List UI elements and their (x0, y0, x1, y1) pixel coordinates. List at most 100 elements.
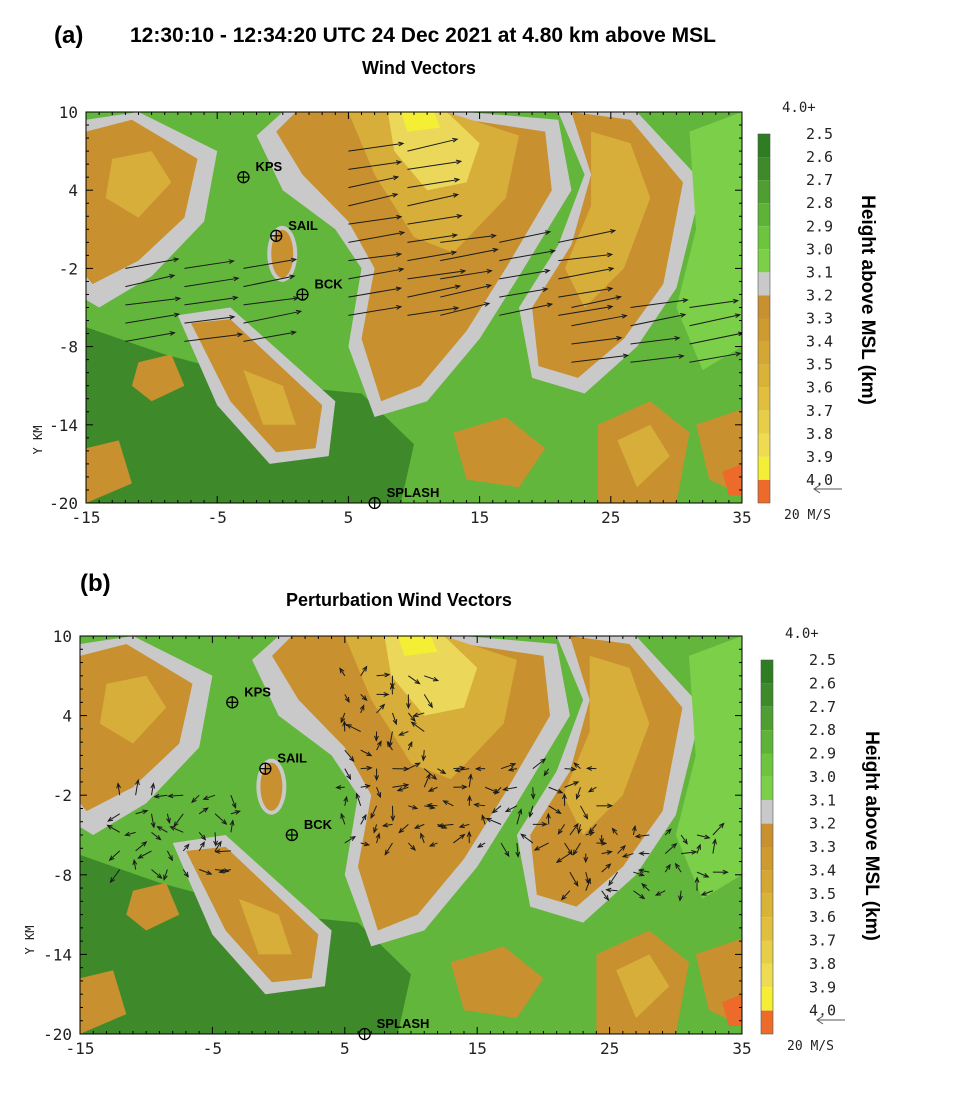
perturbation-vector-head (429, 804, 436, 810)
perturbation-vector (532, 787, 534, 799)
perturbation-vector-head (231, 802, 237, 809)
wind-vector (243, 310, 301, 324)
perturbation-vector (481, 815, 486, 825)
perturbation-vector-head (339, 667, 345, 674)
wind-vector (689, 314, 740, 327)
bump-lower-center (453, 417, 546, 488)
perturbation-vector-head (206, 870, 213, 875)
wind-vector-head (237, 332, 244, 338)
reference-vector-head (813, 484, 821, 494)
colorbar-swatch (758, 433, 770, 457)
y-axis-label: Y KM (31, 426, 45, 455)
wind-vector-head (549, 249, 557, 254)
perturbation-vector (360, 705, 365, 714)
perturbation-vector (429, 842, 438, 847)
perturbation-vector-head (153, 793, 160, 799)
perturbation-vector-head (167, 793, 174, 799)
perturbation-vector-head (572, 849, 578, 856)
x-tick-label: -5 (203, 1039, 222, 1058)
colorbar-swatch (761, 823, 773, 847)
peak-lower-left (243, 370, 296, 425)
panel-a-label: (a) (54, 22, 84, 49)
x-tick-label: -15 (66, 1039, 95, 1058)
wind-vector (558, 287, 613, 298)
perturbation-vector-head (467, 773, 473, 780)
perturbation-vector (455, 768, 470, 772)
panel-b-label: (b) (80, 570, 111, 597)
perturbation-vector-head (386, 740, 392, 748)
perturbation-vector (564, 781, 579, 788)
colorbar-swatch (758, 456, 770, 480)
wind-vector (499, 231, 551, 243)
wind-vector (499, 250, 555, 262)
wind-vector-head (232, 295, 239, 301)
perturbation-vector (712, 839, 716, 854)
colorbar-swatch (758, 479, 770, 503)
perturbation-vector-head (481, 814, 486, 821)
perturbation-vector (376, 787, 381, 798)
wind-vector (499, 269, 550, 280)
perturbation-vector (360, 749, 372, 757)
perturbation-vector (516, 809, 522, 825)
perturbation-vector-head (585, 766, 593, 771)
colorbar-frame (760, 659, 774, 1035)
perturbation-vector-head (168, 855, 173, 862)
colorbar-level-label: 3.1 (806, 263, 833, 281)
perturbation-vector-head (459, 833, 466, 840)
wind-vector (407, 178, 460, 189)
perturbation-vector (428, 786, 438, 792)
colorbar-level-label: 3.5 (806, 356, 833, 374)
perturbation-vector-head (555, 857, 562, 863)
wind-vector-head (492, 247, 499, 253)
perturbation-vector-head (191, 797, 197, 804)
perturbation-vector-head (137, 853, 144, 859)
perturbation-vector (556, 853, 571, 863)
perturbation-vector (424, 805, 435, 809)
perturbation-vector-head (381, 822, 389, 828)
wind-vector (125, 332, 175, 342)
wind-vector-head (680, 313, 687, 318)
perturbation-vector (500, 763, 516, 770)
perturbation-vector (166, 813, 171, 823)
perturbation-vector (135, 780, 139, 796)
perturbation-vector-head (588, 831, 595, 837)
y-tick-label: -2 (59, 259, 78, 278)
perturbation-vector-head (414, 679, 421, 685)
colorbar-level-label: 4.0 (809, 1002, 836, 1020)
wind-vector-head (737, 331, 742, 337)
perturbation-vector-head (375, 832, 381, 839)
perturbation-vector-head (106, 824, 113, 830)
y-tick-label: -2 (53, 786, 72, 805)
perturbation-vector-head (364, 784, 372, 789)
perturbation-vector (360, 666, 368, 677)
colorbar-level-label: 3.7 (809, 932, 836, 950)
perturbation-vector (376, 674, 390, 677)
perturbation-vector-head (202, 795, 209, 801)
perturbation-vector (664, 828, 672, 836)
perturbation-vector (219, 869, 232, 873)
perturbation-vector-head (376, 792, 382, 799)
wind-vectors (106, 665, 729, 902)
perturbation-vector (344, 694, 350, 703)
perturbation-vector (344, 749, 355, 762)
wind-vector-head (290, 257, 298, 263)
wind-vector-head (451, 233, 459, 239)
perturbation-vector-head (390, 815, 396, 822)
colorbar-level-label: 2.7 (809, 698, 836, 716)
subtitle-a: Wind Vectors (362, 58, 476, 78)
plateau-center (387, 112, 480, 191)
perturbation-vector-head (570, 766, 577, 772)
reference-vector-label: 20 M/S (787, 1039, 834, 1054)
wind-vector-head (609, 229, 617, 234)
wind-vector-head (606, 252, 614, 258)
perturbation-vector (109, 850, 121, 861)
perturbation-vector-head (359, 704, 365, 711)
site-label-kps: KPS (244, 684, 271, 699)
wind-vector (571, 296, 621, 308)
perturbation-vector (376, 833, 380, 844)
colorbar-level-label: 3.6 (809, 908, 836, 926)
perturbation-vector-head (504, 851, 510, 858)
wind-vector-head (486, 268, 493, 274)
perturbation-vector (569, 823, 579, 836)
perturbation-vector-head (606, 850, 613, 855)
